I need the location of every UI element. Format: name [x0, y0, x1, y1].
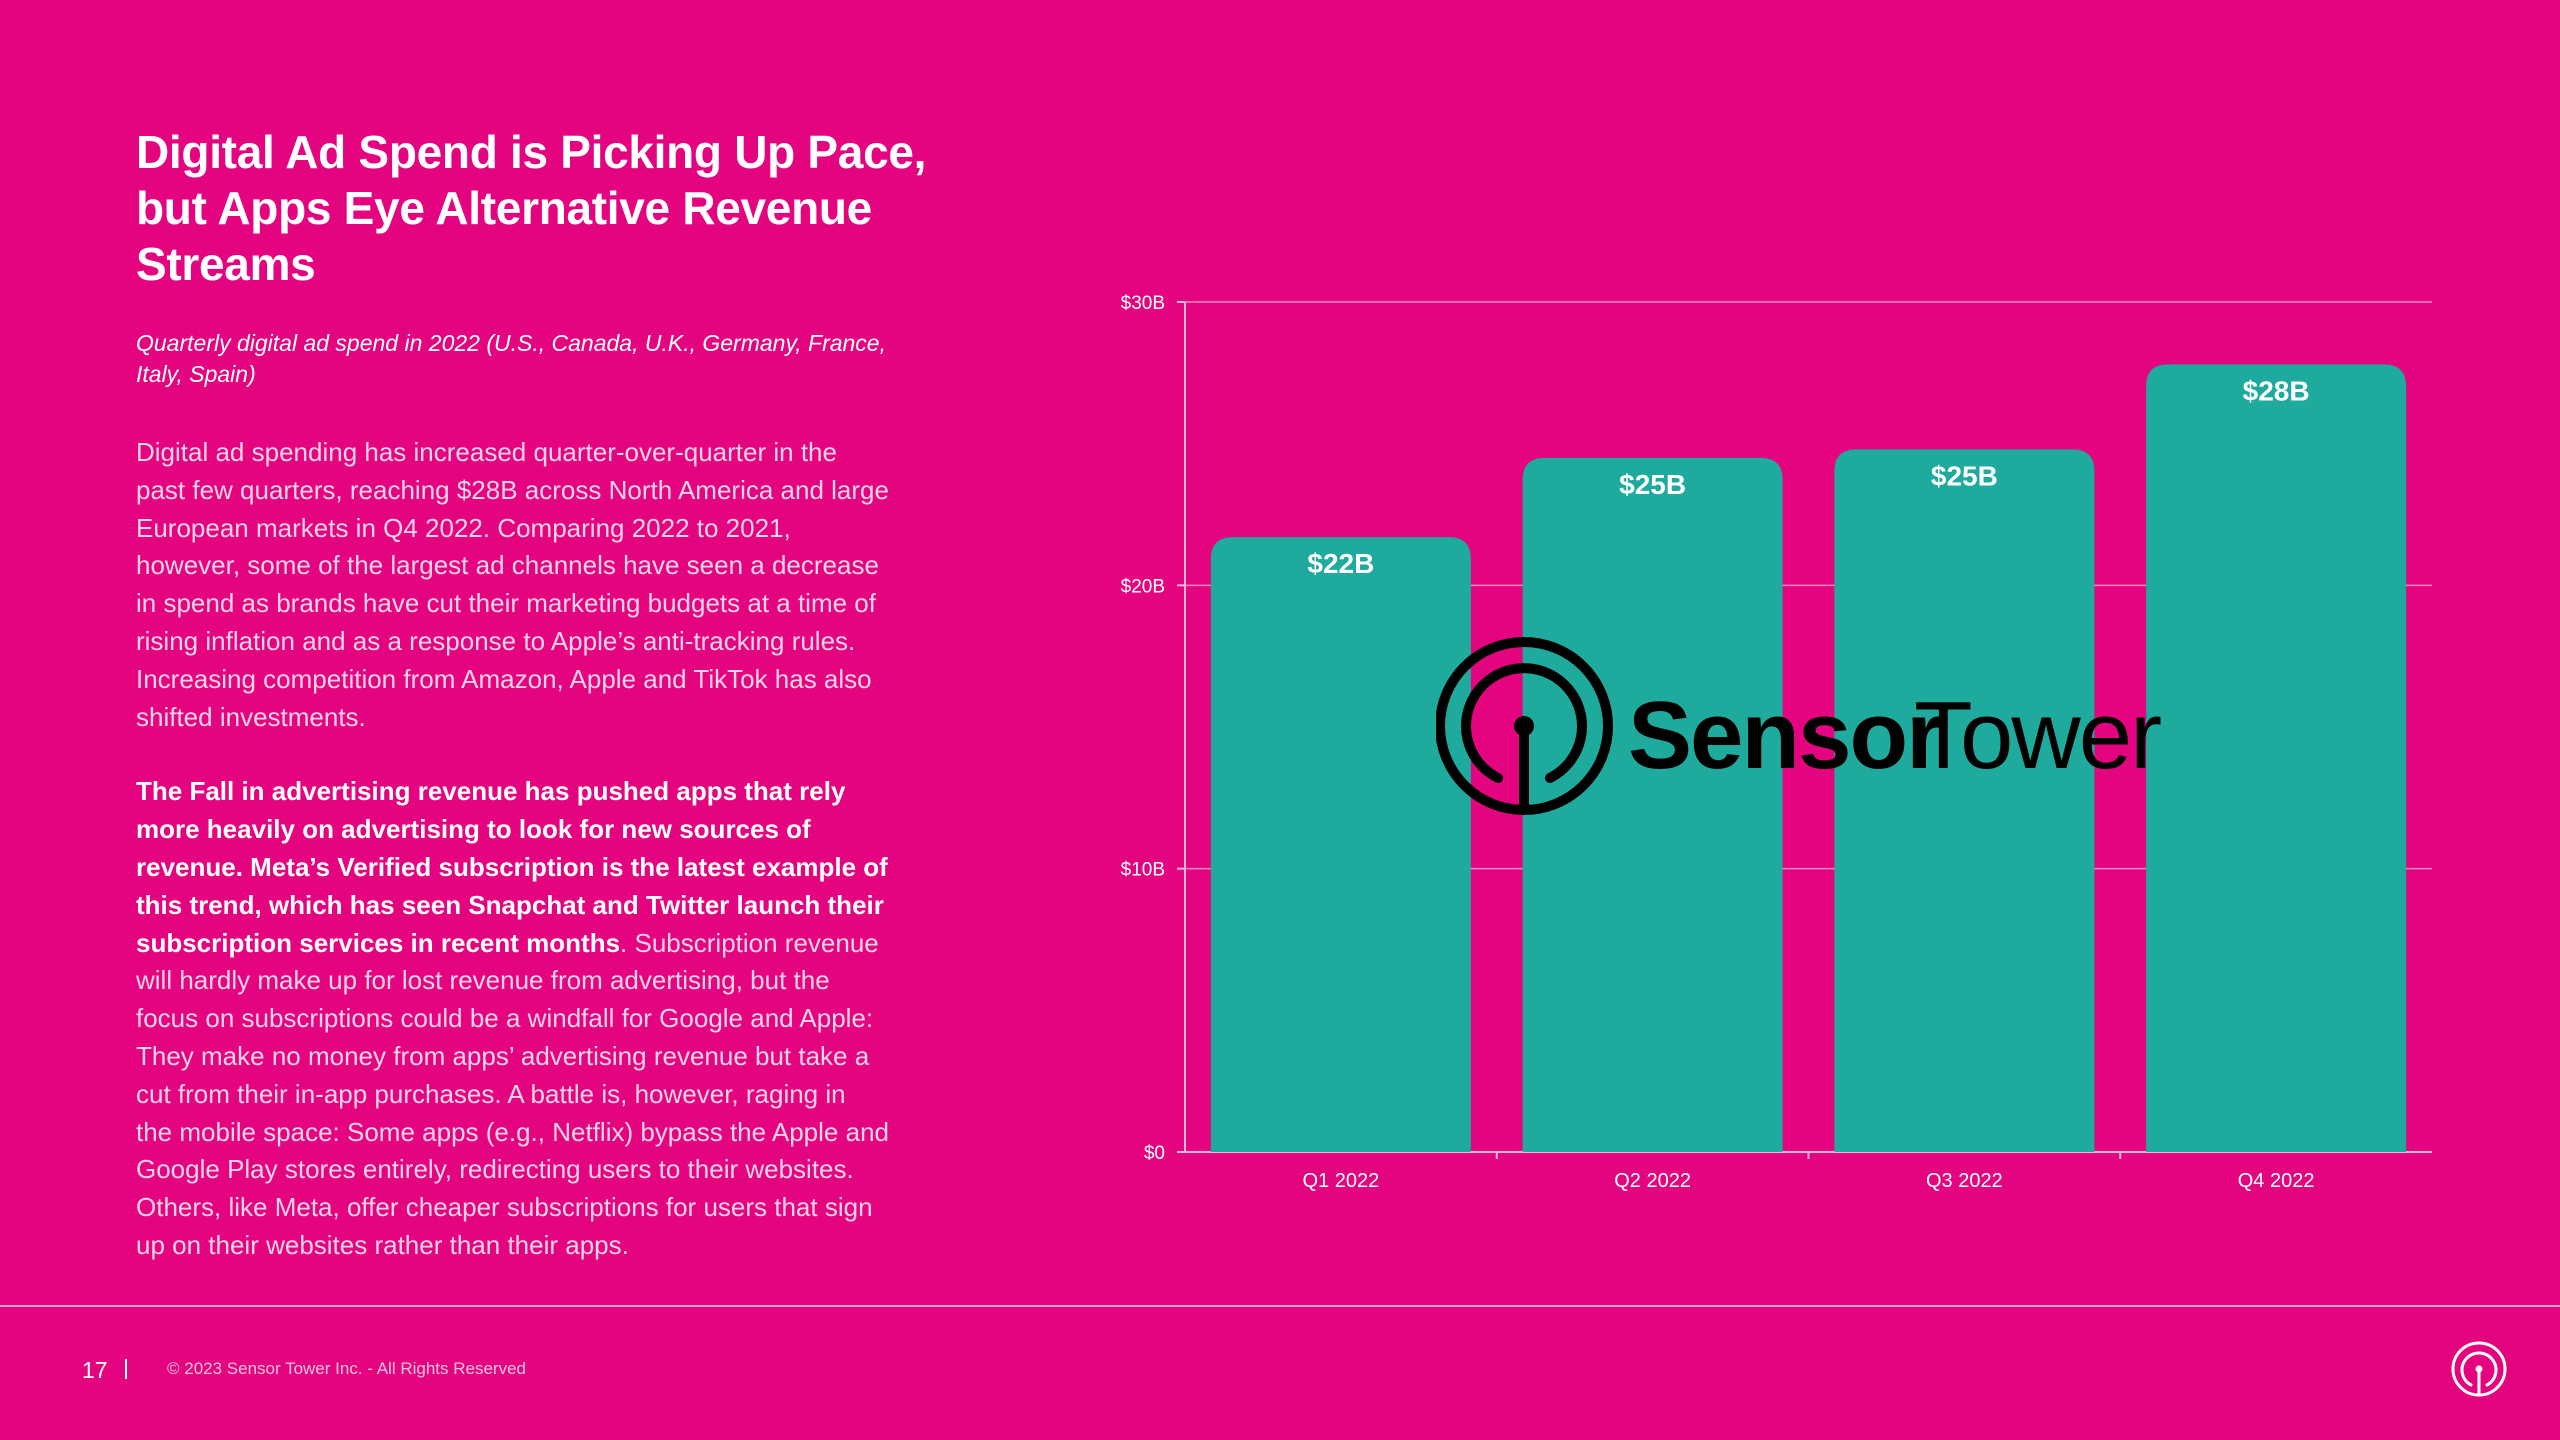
slide-title: Digital Ad Spend is Picking Up Pace, but… [136, 126, 927, 290]
bar-q2-2022 [1522, 457, 1783, 1152]
bar-value-label: $25B [1931, 460, 1998, 491]
body-text: Digital ad spending has increased quarte… [136, 434, 936, 1265]
text-column: Digital Ad Spend is Picking Up Pace, but… [136, 124, 936, 1265]
x-tick-label: Q3 2022 [1926, 1170, 2003, 1192]
ad-spend-bar-chart: $0 $10B $20B $30B $22B Q1 2022 $25B Q2 2022 $25B… [1121, 293, 2432, 1192]
bar-q4-2022 [2146, 364, 2407, 1152]
x-tick-label: Q4 2022 [2238, 1170, 2315, 1192]
y-tick-label: $20B [1121, 576, 1165, 597]
logo-wordmark-regular: Tower [1914, 682, 2161, 789]
x-tick-label: Q2 2022 [1614, 1170, 1691, 1192]
y-tick-label: $10B [1121, 860, 1165, 881]
logo-wordmark-bold: Sensor [1628, 682, 1942, 789]
paragraph-1: Digital ad spending has increased quarte… [136, 437, 889, 732]
y-tick-label: $0 [1144, 1143, 1165, 1164]
copyright-notice: © 2023 Sensor Tower Inc. - All Rights Re… [167, 1359, 526, 1378]
bar-value-label: $28B [2243, 375, 2310, 406]
bar-q3-2022 [1834, 449, 2095, 1152]
page-number: 17 [82, 1357, 108, 1383]
sensor-tower-logo-icon: Sensor Tower [1435, 637, 2163, 815]
sensor-tower-corner-icon [2451, 1341, 2507, 1397]
sensor-tower-watermark: Sensor Tower [1435, 636, 2176, 816]
x-tick-label: Q1 2022 [1303, 1170, 1380, 1192]
footer-separator [125, 1359, 127, 1379]
bar-value-label: $22B [1307, 548, 1374, 579]
bar-value-label: $25B [1619, 469, 1686, 500]
chart-subtitle: Quarterly digital ad spend in 2022 (U.S.… [136, 330, 886, 387]
bar-q1-2022 [1210, 537, 1471, 1152]
footer-divider [0, 1305, 2560, 1307]
y-tick-label: $30B [1121, 293, 1165, 314]
paragraph-2: The Fall in advertising revenue has push… [136, 776, 889, 1260]
